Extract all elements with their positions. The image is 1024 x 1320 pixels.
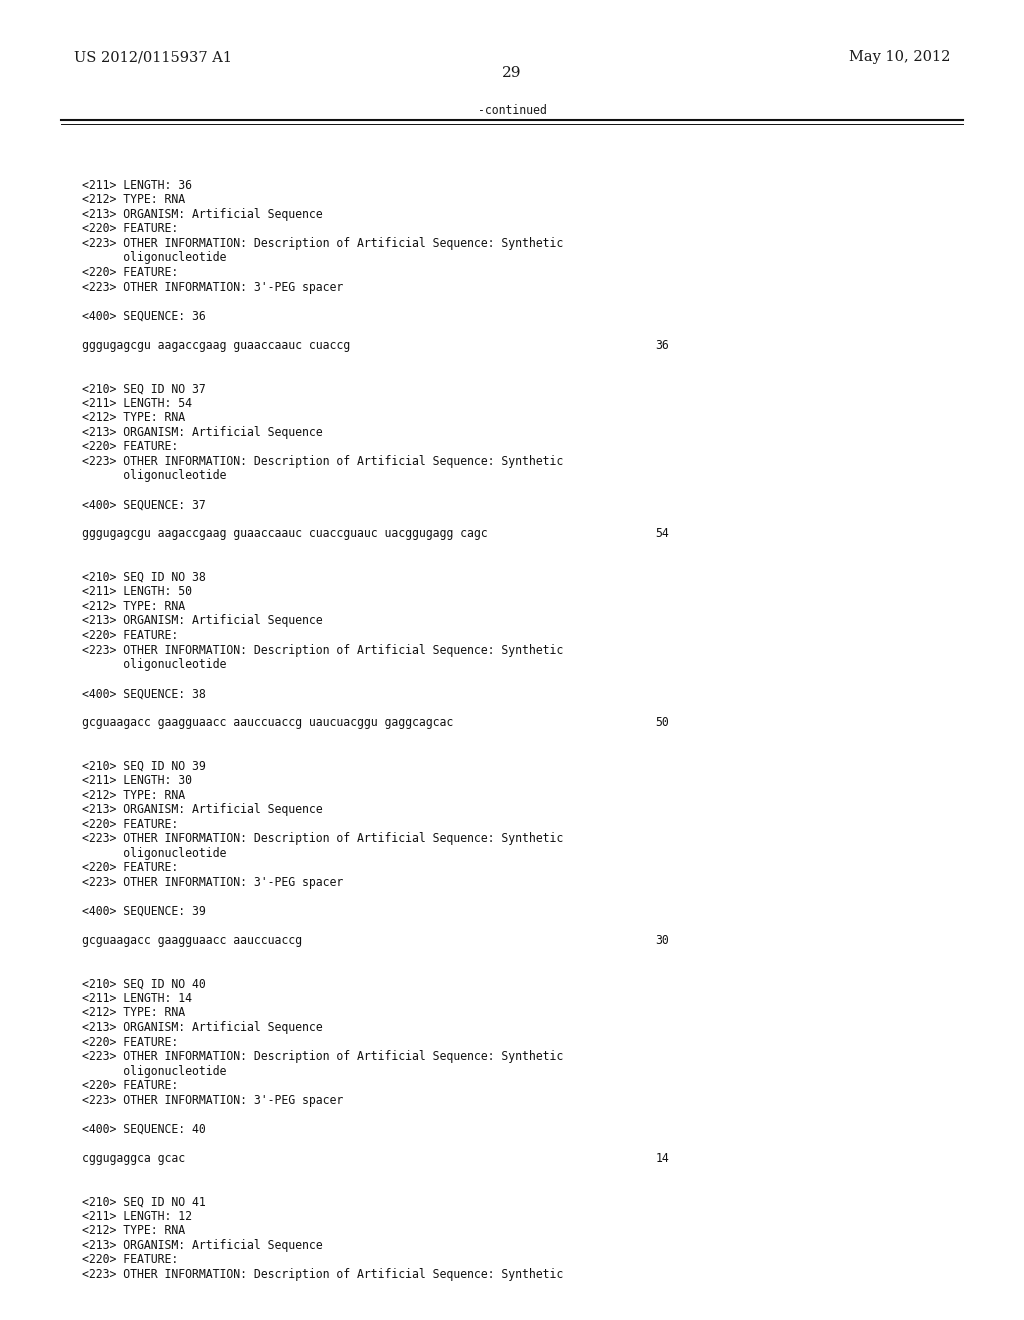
- Text: oligonucleotide: oligonucleotide: [82, 847, 226, 859]
- Text: <210> SEQ ID NO 41: <210> SEQ ID NO 41: [82, 1196, 206, 1208]
- Text: <210> SEQ ID NO 40: <210> SEQ ID NO 40: [82, 977, 206, 990]
- Text: <211> LENGTH: 12: <211> LENGTH: 12: [82, 1209, 191, 1222]
- Text: <223> OTHER INFORMATION: Description of Artificial Sequence: Synthetic: <223> OTHER INFORMATION: Description of …: [82, 833, 563, 845]
- Text: oligonucleotide: oligonucleotide: [82, 470, 226, 482]
- Text: <212> TYPE: RNA: <212> TYPE: RNA: [82, 599, 185, 612]
- Text: <223> OTHER INFORMATION: Description of Artificial Sequence: Synthetic: <223> OTHER INFORMATION: Description of …: [82, 238, 563, 249]
- Text: gcguaagacc gaagguaacc aauccuaccg: gcguaagacc gaagguaacc aauccuaccg: [82, 935, 302, 946]
- Text: <220> FEATURE:: <220> FEATURE:: [82, 1080, 178, 1092]
- Text: <400> SEQUENCE: 37: <400> SEQUENCE: 37: [82, 498, 206, 511]
- Text: <220> FEATURE:: <220> FEATURE:: [82, 862, 178, 874]
- Text: <400> SEQUENCE: 40: <400> SEQUENCE: 40: [82, 1122, 206, 1135]
- Text: <210> SEQ ID NO 38: <210> SEQ ID NO 38: [82, 570, 206, 583]
- Text: <223> OTHER INFORMATION: 3'-PEG spacer: <223> OTHER INFORMATION: 3'-PEG spacer: [82, 1093, 343, 1106]
- Text: <212> TYPE: RNA: <212> TYPE: RNA: [82, 1006, 185, 1019]
- Text: 14: 14: [655, 1151, 669, 1164]
- Text: cggugaggca gcac: cggugaggca gcac: [82, 1151, 185, 1164]
- Text: <211> LENGTH: 30: <211> LENGTH: 30: [82, 774, 191, 787]
- Text: <220> FEATURE:: <220> FEATURE:: [82, 817, 178, 830]
- Text: <210> SEQ ID NO 39: <210> SEQ ID NO 39: [82, 759, 206, 772]
- Text: <223> OTHER INFORMATION: Description of Artificial Sequence: Synthetic: <223> OTHER INFORMATION: Description of …: [82, 1051, 563, 1063]
- Text: <211> LENGTH: 36: <211> LENGTH: 36: [82, 178, 191, 191]
- Text: <220> FEATURE:: <220> FEATURE:: [82, 630, 178, 642]
- Text: -continued: -continued: [477, 104, 547, 117]
- Text: <213> ORGANISM: Artificial Sequence: <213> ORGANISM: Artificial Sequence: [82, 803, 323, 816]
- Text: <213> ORGANISM: Artificial Sequence: <213> ORGANISM: Artificial Sequence: [82, 1022, 323, 1034]
- Text: <213> ORGANISM: Artificial Sequence: <213> ORGANISM: Artificial Sequence: [82, 207, 323, 220]
- Text: <212> TYPE: RNA: <212> TYPE: RNA: [82, 193, 185, 206]
- Text: <212> TYPE: RNA: <212> TYPE: RNA: [82, 1225, 185, 1237]
- Text: <400> SEQUENCE: 36: <400> SEQUENCE: 36: [82, 310, 206, 322]
- Text: <213> ORGANISM: Artificial Sequence: <213> ORGANISM: Artificial Sequence: [82, 1238, 323, 1251]
- Text: <223> OTHER INFORMATION: Description of Artificial Sequence: Synthetic: <223> OTHER INFORMATION: Description of …: [82, 644, 563, 656]
- Text: <211> LENGTH: 54: <211> LENGTH: 54: [82, 396, 191, 409]
- Text: 54: 54: [655, 527, 669, 540]
- Text: <220> FEATURE:: <220> FEATURE:: [82, 1254, 178, 1266]
- Text: 50: 50: [655, 715, 669, 729]
- Text: gggugagcgu aagaccgaag guaaccaauc cuaccguauc uacggugagg cagc: gggugagcgu aagaccgaag guaaccaauc cuaccgu…: [82, 527, 487, 540]
- Text: <220> FEATURE:: <220> FEATURE:: [82, 441, 178, 453]
- Text: gggugagcgu aagaccgaag guaaccaauc cuaccg: gggugagcgu aagaccgaag guaaccaauc cuaccg: [82, 338, 350, 351]
- Text: <400> SEQUENCE: 39: <400> SEQUENCE: 39: [82, 906, 206, 917]
- Text: <220> FEATURE:: <220> FEATURE:: [82, 267, 178, 279]
- Text: <212> TYPE: RNA: <212> TYPE: RNA: [82, 412, 185, 424]
- Text: <220> FEATURE:: <220> FEATURE:: [82, 1035, 178, 1048]
- Text: <220> FEATURE:: <220> FEATURE:: [82, 223, 178, 235]
- Text: 30: 30: [655, 935, 669, 946]
- Text: <213> ORGANISM: Artificial Sequence: <213> ORGANISM: Artificial Sequence: [82, 425, 323, 438]
- Text: May 10, 2012: May 10, 2012: [849, 50, 950, 65]
- Text: 29: 29: [502, 66, 522, 81]
- Text: <212> TYPE: RNA: <212> TYPE: RNA: [82, 788, 185, 801]
- Text: <211> LENGTH: 50: <211> LENGTH: 50: [82, 586, 191, 598]
- Text: oligonucleotide: oligonucleotide: [82, 1064, 226, 1077]
- Text: oligonucleotide: oligonucleotide: [82, 659, 226, 671]
- Text: <223> OTHER INFORMATION: Description of Artificial Sequence: Synthetic: <223> OTHER INFORMATION: Description of …: [82, 454, 563, 467]
- Text: <223> OTHER INFORMATION: Description of Artificial Sequence: Synthetic: <223> OTHER INFORMATION: Description of …: [82, 1267, 563, 1280]
- Text: <210> SEQ ID NO 37: <210> SEQ ID NO 37: [82, 383, 206, 395]
- Text: oligonucleotide: oligonucleotide: [82, 251, 226, 264]
- Text: <400> SEQUENCE: 38: <400> SEQUENCE: 38: [82, 686, 206, 700]
- Text: 36: 36: [655, 338, 669, 351]
- Text: <211> LENGTH: 14: <211> LENGTH: 14: [82, 993, 191, 1005]
- Text: <213> ORGANISM: Artificial Sequence: <213> ORGANISM: Artificial Sequence: [82, 615, 323, 627]
- Text: gcguaagacc gaagguaacc aauccuaccg uaucuacggu gaggcagcac: gcguaagacc gaagguaacc aauccuaccg uaucuac…: [82, 715, 454, 729]
- Text: <223> OTHER INFORMATION: 3'-PEG spacer: <223> OTHER INFORMATION: 3'-PEG spacer: [82, 281, 343, 293]
- Text: US 2012/0115937 A1: US 2012/0115937 A1: [74, 50, 231, 65]
- Text: <223> OTHER INFORMATION: 3'-PEG spacer: <223> OTHER INFORMATION: 3'-PEG spacer: [82, 876, 343, 888]
